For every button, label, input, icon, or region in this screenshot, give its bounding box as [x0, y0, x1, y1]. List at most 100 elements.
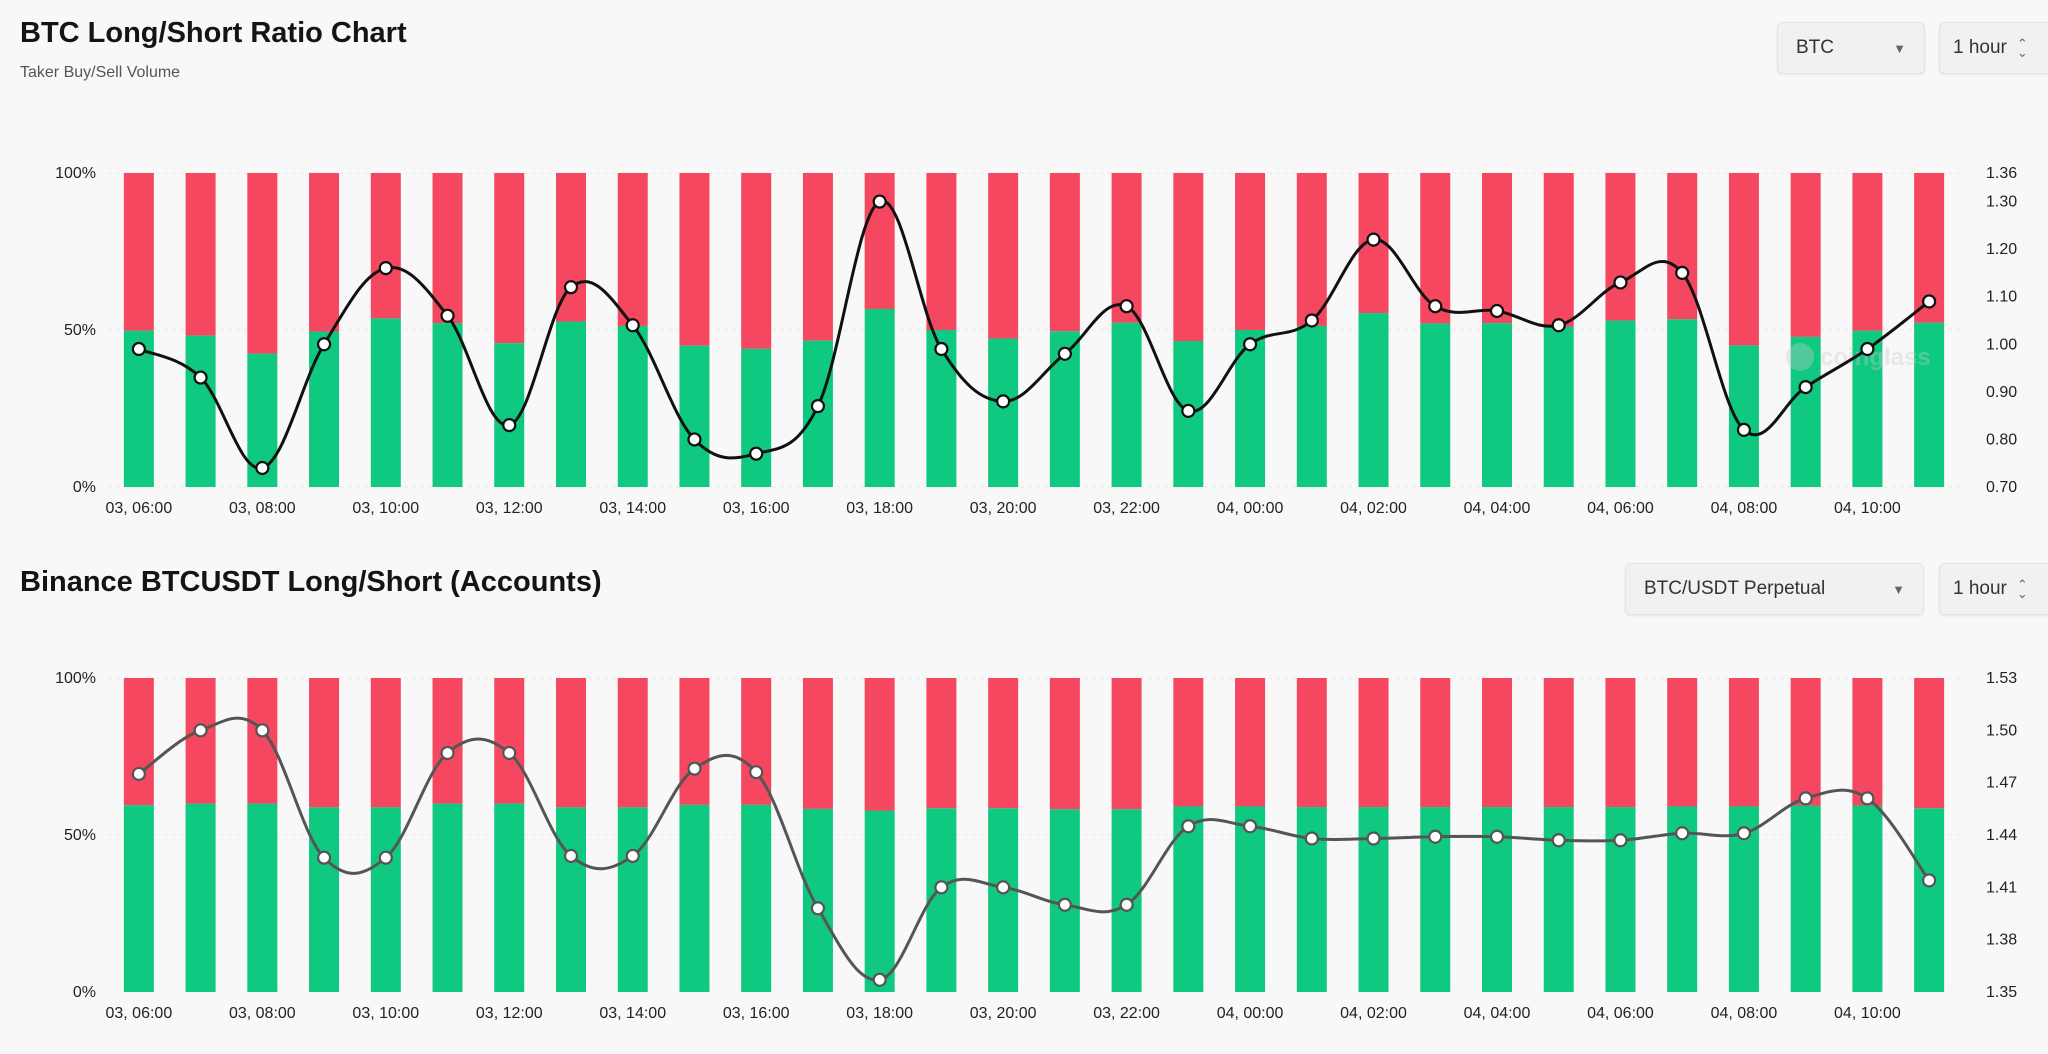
x-tick-label: 03, 10:00 [352, 1005, 419, 1022]
ratio-point [316, 337, 332, 352]
ratio-point [378, 850, 393, 865]
x-tick-label: 03, 12:00 [476, 500, 543, 517]
ratio-point [996, 880, 1011, 895]
bar-long [988, 338, 1019, 487]
y-left-tick-label: 50% [64, 322, 96, 339]
ratio-point [316, 850, 332, 865]
bar-short [926, 678, 957, 809]
bar-short [741, 173, 772, 349]
ratio-point [872, 194, 887, 209]
symbol-select[interactable]: BTC ▼ [1777, 22, 1925, 74]
x-tick-label: 03, 20:00 [970, 500, 1037, 517]
ratio-point [1613, 275, 1628, 290]
ratio-point [1489, 829, 1505, 844]
ratio-point [255, 460, 270, 476]
bar-short [864, 678, 895, 811]
bar-short [1790, 173, 1821, 337]
bar-long [185, 335, 216, 487]
ratio-point [1366, 232, 1381, 247]
ratio-point [1242, 337, 1258, 352]
x-tick-label: 03, 16:00 [723, 500, 790, 517]
bar-short [556, 173, 586, 322]
bar-short [1111, 678, 1142, 810]
bar-short [123, 173, 154, 331]
chevron-down-icon: ▼ [1893, 40, 1906, 56]
y-right-tick-label: 0.90 [1986, 384, 2017, 401]
bar-short [1049, 173, 1080, 332]
x-tick-label: 04, 06:00 [1587, 1005, 1654, 1022]
bar-short [370, 678, 401, 808]
bar-long [1667, 319, 1698, 487]
bar-long [802, 340, 833, 487]
interval-select-chart1[interactable]: 1 hour ⌃ ⌄ [1939, 22, 2048, 74]
ratio-point [1181, 403, 1196, 418]
x-tick-label: 03, 18:00 [846, 1005, 913, 1022]
x-tick-label: 03, 06:00 [105, 1005, 172, 1022]
interval-select-value: 1 hour [1953, 578, 2007, 599]
bar-short [309, 678, 340, 808]
pair-select[interactable]: BTC/USDT Perpetual ▼ [1625, 563, 1924, 615]
y-right-tick-label: 0.70 [1986, 479, 2017, 496]
bar-short [1728, 678, 1759, 807]
x-tick-label: 03, 08:00 [229, 1005, 296, 1022]
bar-short [926, 173, 957, 330]
x-tick-label: 04, 10:00 [1834, 500, 1901, 517]
bar-long [309, 807, 340, 992]
bar-short [1914, 678, 1945, 809]
y-right-tick-label: 1.00 [1986, 336, 2017, 353]
bar-long [556, 321, 586, 487]
ratio-point [810, 901, 826, 916]
ratio-point [1922, 873, 1937, 888]
updown-arrows-icon: ⌃ ⌄ [2016, 577, 2028, 601]
bar-short [1543, 173, 1574, 327]
bar-long [741, 804, 772, 992]
x-tick-label: 03, 12:00 [476, 1005, 543, 1022]
y-right-tick-label: 1.50 [1986, 722, 2017, 739]
bar-short [1667, 678, 1698, 807]
bar-long [185, 803, 216, 992]
bar-long [1235, 806, 1266, 992]
symbol-select-value: BTC [1796, 37, 1834, 58]
bar-short [1482, 678, 1512, 808]
ratio-line [138, 199, 1931, 470]
bar-short [494, 173, 525, 344]
bar-short [679, 173, 710, 346]
ratio-point [625, 848, 640, 864]
bar-short [185, 678, 216, 804]
ratio-point [131, 341, 146, 357]
interval-select-value: 1 hour [1953, 37, 2007, 58]
x-tick-label: 03, 18:00 [846, 500, 913, 517]
ratio-point [1057, 897, 1072, 912]
x-tick-label: 03, 14:00 [599, 1005, 666, 1022]
y-left-tick-label: 50% [64, 827, 96, 844]
ratio-point [1922, 294, 1937, 309]
bar-short [1358, 678, 1389, 808]
bar-short [1482, 173, 1512, 324]
bar-short [1543, 678, 1574, 808]
ratio-point [749, 446, 764, 461]
ratio-point [1057, 346, 1072, 361]
ratio-point [1798, 791, 1813, 806]
bar-long [679, 345, 710, 487]
x-tick-label: 03, 22:00 [1093, 500, 1160, 517]
bar-long [432, 803, 463, 992]
ratio-point [1675, 826, 1690, 841]
y-left-tick-label: 100% [55, 165, 96, 182]
x-tick-label: 04, 04:00 [1464, 1005, 1531, 1022]
ratio-point [687, 432, 702, 447]
ratio-point [1428, 829, 1443, 844]
ratio-point [1736, 422, 1752, 438]
ratio-point [1304, 831, 1319, 846]
ratio-point [1304, 313, 1319, 328]
chevron-down-icon: ▼ [1892, 581, 1905, 597]
bar-short [1852, 173, 1883, 331]
bar-long [1790, 805, 1821, 992]
bar-short [1173, 173, 1204, 341]
x-tick-label: 03, 06:00 [105, 500, 172, 517]
ratio-point [810, 399, 826, 414]
ratio-point [749, 765, 764, 780]
chart1-subtitle: Taker Buy/Sell Volume [20, 64, 181, 81]
bar-long [864, 308, 895, 487]
y-right-tick-label: 1.10 [1986, 289, 2017, 306]
interval-select-chart2[interactable]: 1 hour ⌃ ⌄ [1939, 563, 2048, 615]
